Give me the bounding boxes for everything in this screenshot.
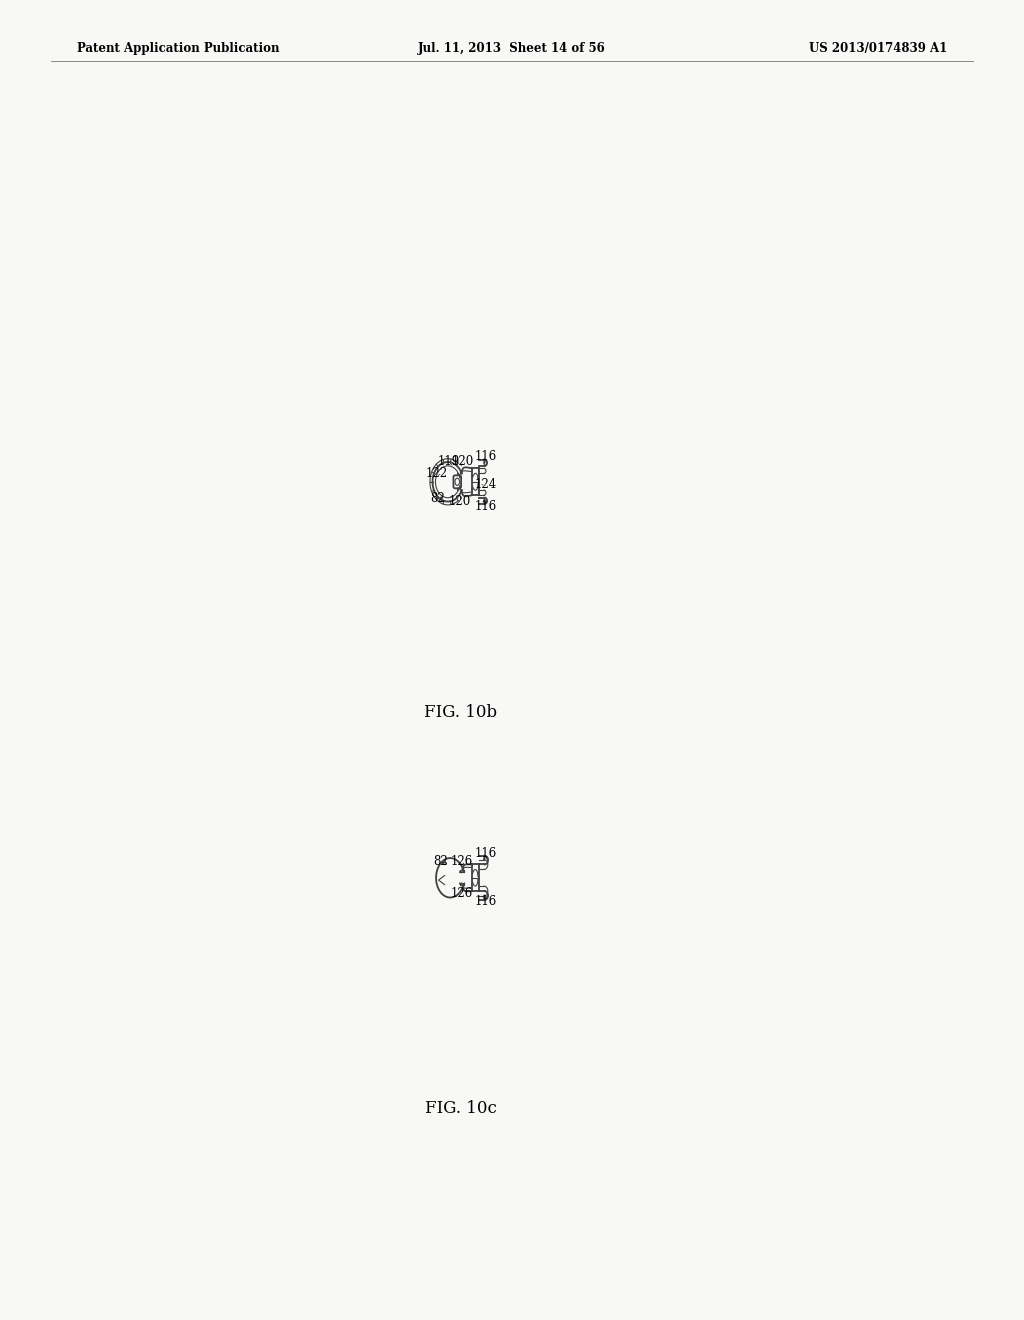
Text: 119: 119 bbox=[437, 454, 460, 467]
Text: 116: 116 bbox=[475, 895, 498, 908]
Text: Patent Application Publication: Patent Application Publication bbox=[77, 42, 280, 55]
Text: 120: 120 bbox=[452, 455, 474, 467]
Text: FIG. 10c: FIG. 10c bbox=[425, 1101, 497, 1117]
Text: Jul. 11, 2013  Sheet 14 of 56: Jul. 11, 2013 Sheet 14 of 56 bbox=[418, 42, 606, 55]
Text: 116: 116 bbox=[474, 500, 497, 513]
Text: 116: 116 bbox=[474, 450, 497, 463]
Text: 126: 126 bbox=[451, 854, 473, 867]
Text: 82: 82 bbox=[433, 855, 449, 869]
Text: 126: 126 bbox=[451, 887, 473, 900]
Text: 122: 122 bbox=[426, 467, 447, 480]
Text: FIG. 10b: FIG. 10b bbox=[424, 705, 498, 721]
Text: 120: 120 bbox=[449, 495, 471, 508]
Text: 116: 116 bbox=[475, 847, 498, 861]
Text: 124: 124 bbox=[474, 478, 497, 491]
Text: US 2013/0174839 A1: US 2013/0174839 A1 bbox=[809, 42, 947, 55]
Text: 82: 82 bbox=[430, 492, 445, 506]
